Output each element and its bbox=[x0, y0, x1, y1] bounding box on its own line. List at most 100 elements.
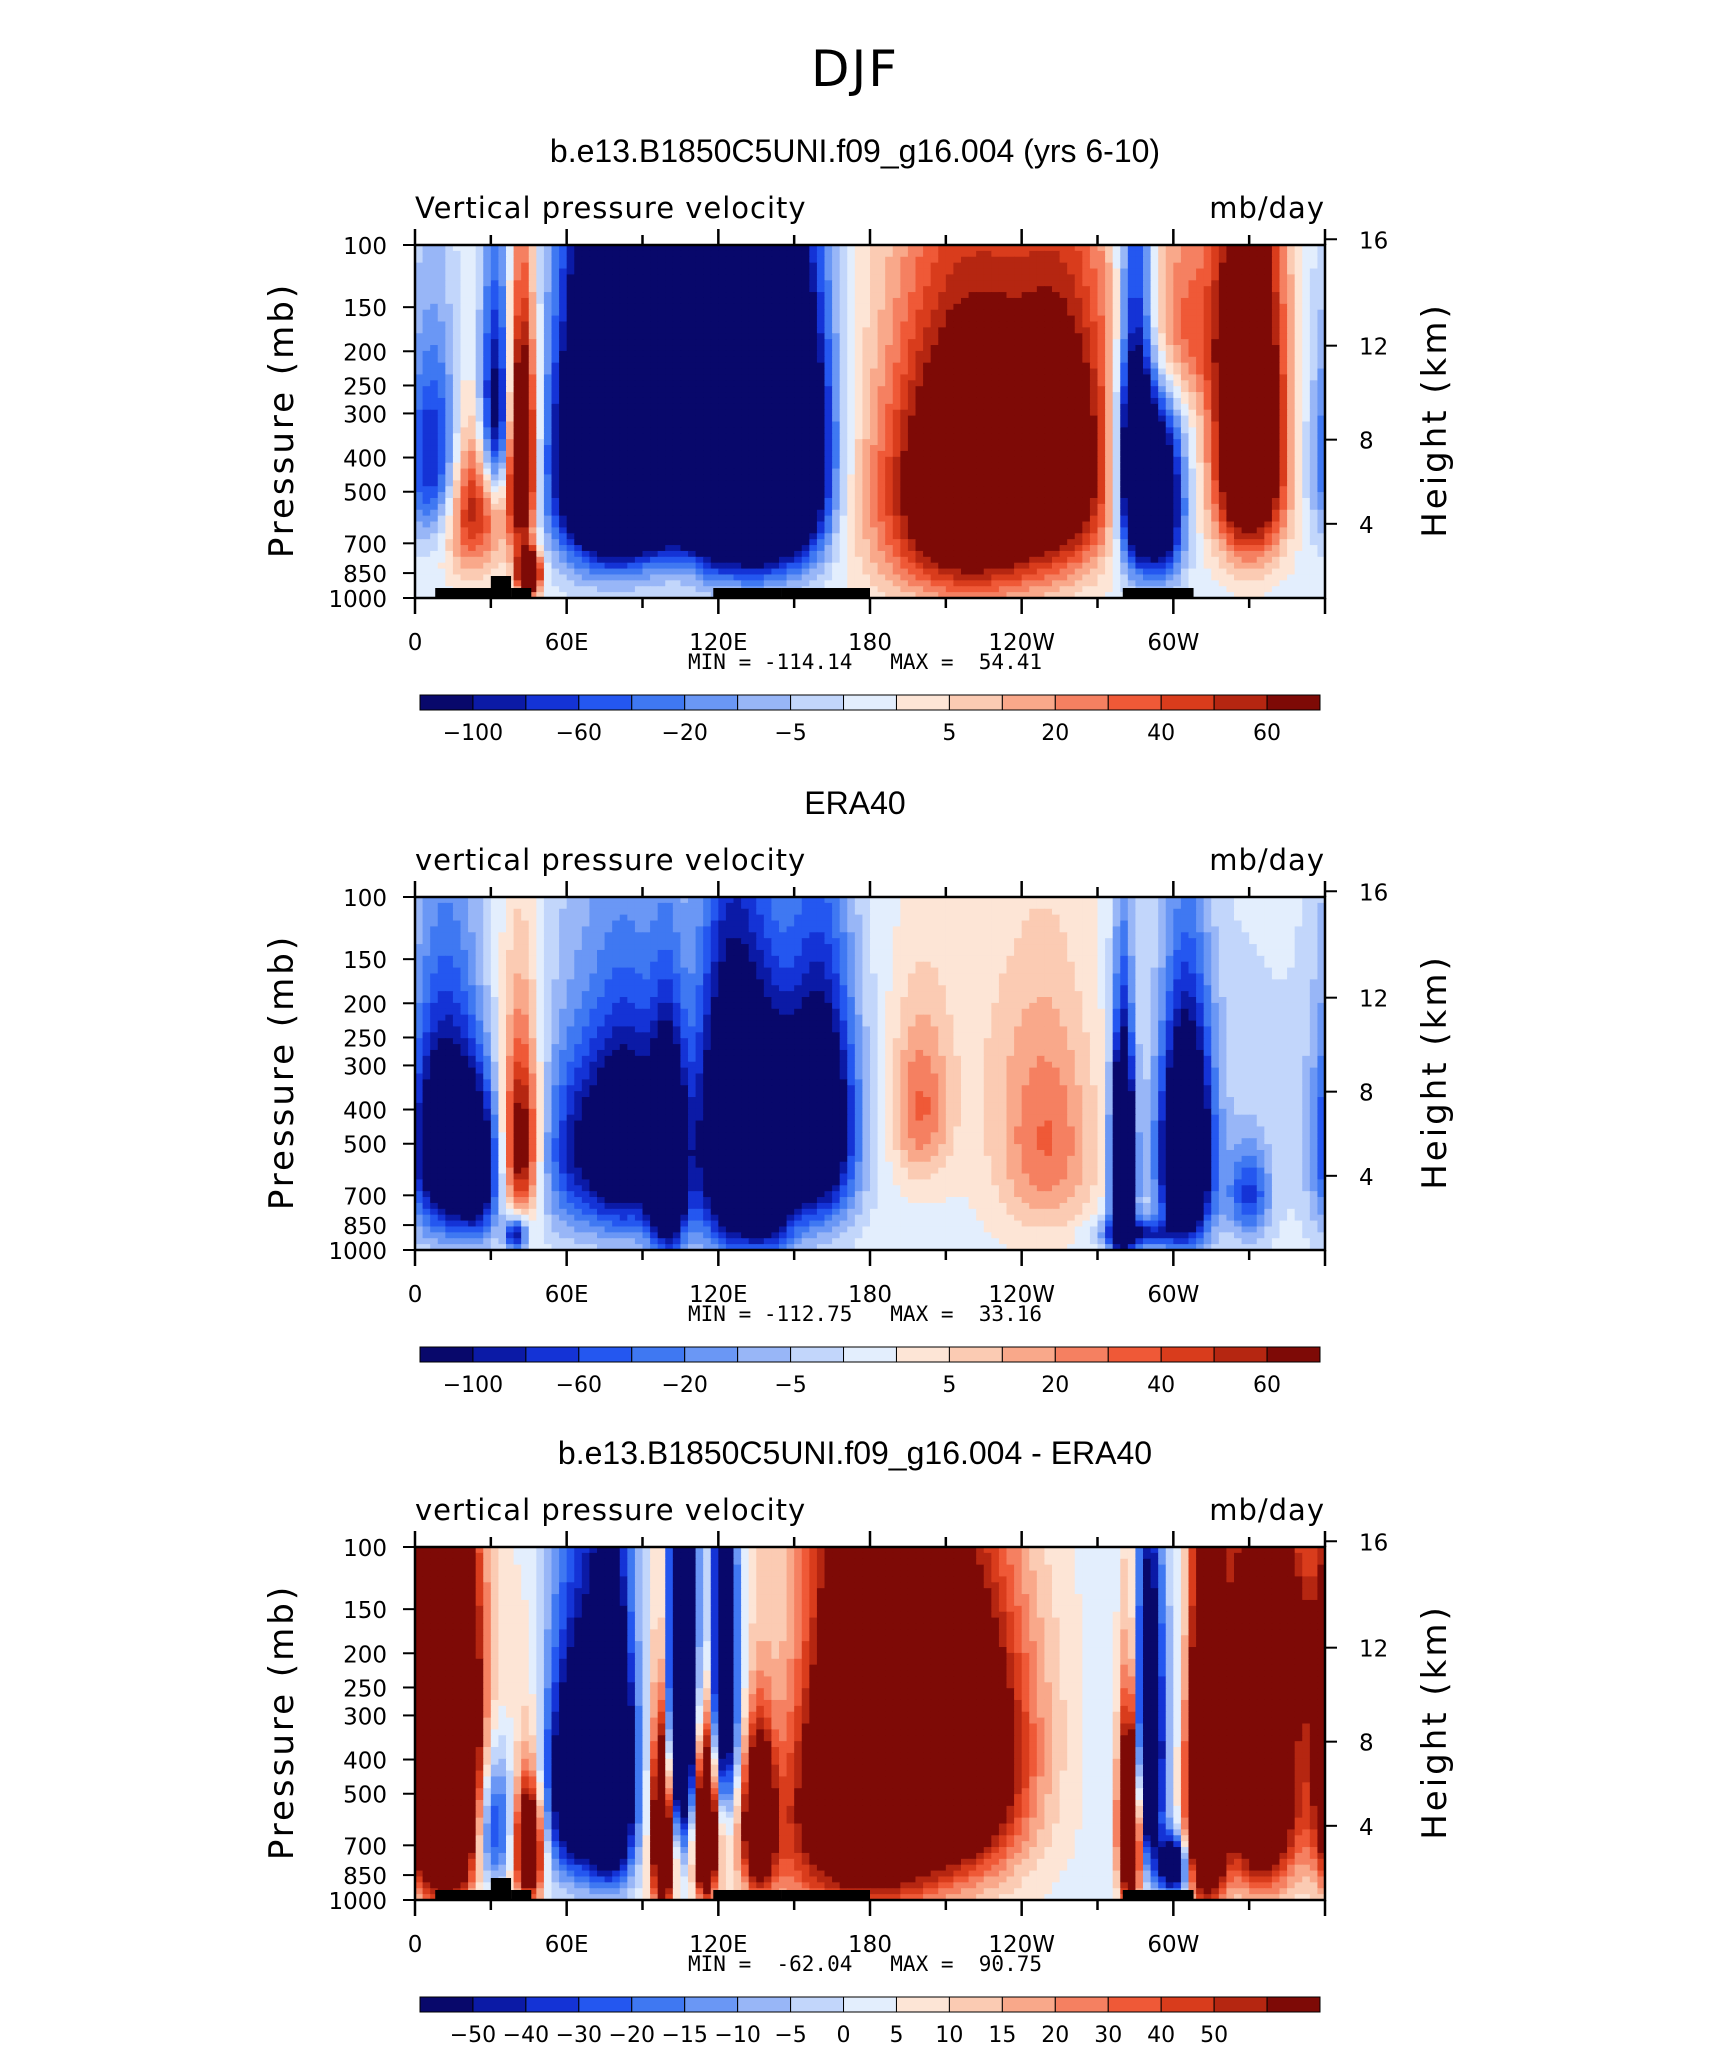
heatmap-cell bbox=[976, 297, 985, 305]
heatmap-cell bbox=[953, 450, 962, 458]
heatmap-cell bbox=[627, 421, 636, 428]
heatmap-cell bbox=[938, 439, 947, 446]
heatmap-cell bbox=[437, 468, 446, 476]
heatmap-cell bbox=[506, 433, 515, 440]
heatmap-cell bbox=[1029, 433, 1038, 440]
heatmap-cell bbox=[1074, 286, 1083, 293]
heatmap-cell bbox=[1180, 397, 1190, 405]
heatmap-cell bbox=[1173, 415, 1182, 423]
heatmap-cell bbox=[703, 309, 712, 317]
heatmap-cell bbox=[854, 297, 864, 305]
heatmap-cell bbox=[1036, 333, 1046, 340]
heatmap-cell bbox=[642, 256, 651, 264]
heatmap-cell bbox=[1120, 250, 1129, 258]
heatmap-cell bbox=[566, 368, 575, 376]
heatmap-cell bbox=[1218, 392, 1228, 399]
heatmap-cell bbox=[452, 250, 462, 258]
heatmap-cell bbox=[627, 456, 636, 464]
heatmap-cell bbox=[415, 421, 424, 428]
heatmap-cell bbox=[938, 415, 947, 423]
heatmap-cell bbox=[710, 403, 719, 411]
heatmap-cell bbox=[1309, 480, 1319, 487]
heatmap-cell bbox=[1036, 250, 1046, 258]
heatmap-cell bbox=[506, 374, 515, 381]
heatmap-cell bbox=[930, 245, 939, 252]
heatmap-cell bbox=[688, 474, 697, 481]
heatmap-cell bbox=[1249, 333, 1258, 340]
heatmap-cell bbox=[763, 397, 773, 405]
heatmap-cell bbox=[794, 297, 803, 305]
heatmap-cell bbox=[574, 427, 583, 434]
heatmap-cell bbox=[961, 380, 970, 387]
heatmap-cell bbox=[945, 286, 955, 293]
heatmap-cell bbox=[1143, 250, 1152, 258]
heatmap-cell bbox=[604, 303, 613, 311]
heatmap-cell bbox=[437, 321, 446, 328]
heatmap-cell bbox=[657, 439, 666, 446]
heatmap-cell bbox=[521, 303, 530, 311]
heatmap-cell bbox=[430, 262, 439, 270]
heatmap-cell bbox=[1021, 368, 1030, 376]
heatmap-cell bbox=[521, 309, 530, 317]
heatmap-cell bbox=[991, 268, 1000, 276]
heatmap-cell bbox=[1302, 250, 1311, 258]
heatmap-cell bbox=[991, 321, 1000, 328]
heatmap-cell bbox=[672, 280, 682, 287]
heatmap-cell bbox=[634, 268, 644, 276]
heatmap-cell bbox=[832, 333, 841, 340]
heatmap-cell bbox=[650, 392, 659, 399]
heatmap-cell bbox=[437, 486, 446, 493]
heatmap-cell bbox=[968, 297, 977, 305]
heatmap-cell bbox=[1294, 256, 1303, 264]
heatmap-cell bbox=[1294, 374, 1303, 381]
heatmap-cell bbox=[1105, 368, 1114, 376]
heatmap-cell bbox=[809, 268, 818, 276]
heatmap-cell bbox=[1287, 362, 1296, 370]
heatmap-cell bbox=[953, 427, 962, 434]
heatmap-cell bbox=[437, 268, 446, 276]
heatmap-cell bbox=[725, 280, 735, 287]
heatmap-cell bbox=[847, 362, 856, 370]
heatmap-cell bbox=[1188, 450, 1197, 458]
heatmap-cell bbox=[870, 286, 879, 293]
heatmap-cell bbox=[1173, 292, 1182, 299]
heatmap-cell bbox=[559, 303, 568, 311]
heatmap-cell bbox=[930, 409, 939, 417]
heatmap-cell bbox=[945, 374, 955, 381]
heatmap-cell bbox=[907, 486, 917, 493]
heatmap-cell bbox=[1021, 350, 1030, 358]
heatmap-cell bbox=[1067, 456, 1076, 464]
heatmap-cell bbox=[688, 439, 697, 446]
heatmap-cell bbox=[1264, 474, 1273, 481]
heatmap-cell bbox=[1097, 397, 1106, 405]
heatmap-cell bbox=[695, 309, 704, 317]
heatmap-cell bbox=[983, 386, 992, 393]
heatmap-cell bbox=[460, 286, 469, 293]
heatmap-cell bbox=[490, 368, 500, 376]
heatmap-cell bbox=[415, 462, 424, 470]
heatmap-cell bbox=[1279, 280, 1288, 287]
heatmap-cell bbox=[498, 433, 507, 440]
heatmap-cell bbox=[1211, 309, 1220, 317]
heatmap-cell bbox=[1271, 450, 1281, 458]
heatmap-cell bbox=[1271, 433, 1281, 440]
heatmap-cell bbox=[1021, 462, 1030, 470]
heatmap-cell bbox=[627, 250, 636, 258]
heatmap-cell bbox=[1150, 409, 1159, 417]
heatmap-cell bbox=[452, 409, 462, 417]
heatmap-cell bbox=[688, 274, 697, 281]
heatmap-cell bbox=[1271, 462, 1281, 470]
heatmap-cell bbox=[1256, 450, 1265, 458]
heatmap-cell bbox=[1059, 456, 1068, 464]
heatmap-cell bbox=[445, 374, 454, 381]
heatmap-cell bbox=[1097, 386, 1106, 393]
heatmap-cell bbox=[604, 439, 613, 446]
heatmap-cell bbox=[612, 274, 621, 281]
heatmap-cell bbox=[756, 386, 765, 393]
heatmap-cell bbox=[490, 397, 500, 405]
heatmap-cell bbox=[650, 268, 659, 276]
heatmap-cell bbox=[521, 462, 530, 470]
heatmap-cell bbox=[551, 250, 560, 258]
heatmap-cell bbox=[885, 286, 894, 293]
heatmap-cell bbox=[953, 433, 962, 440]
